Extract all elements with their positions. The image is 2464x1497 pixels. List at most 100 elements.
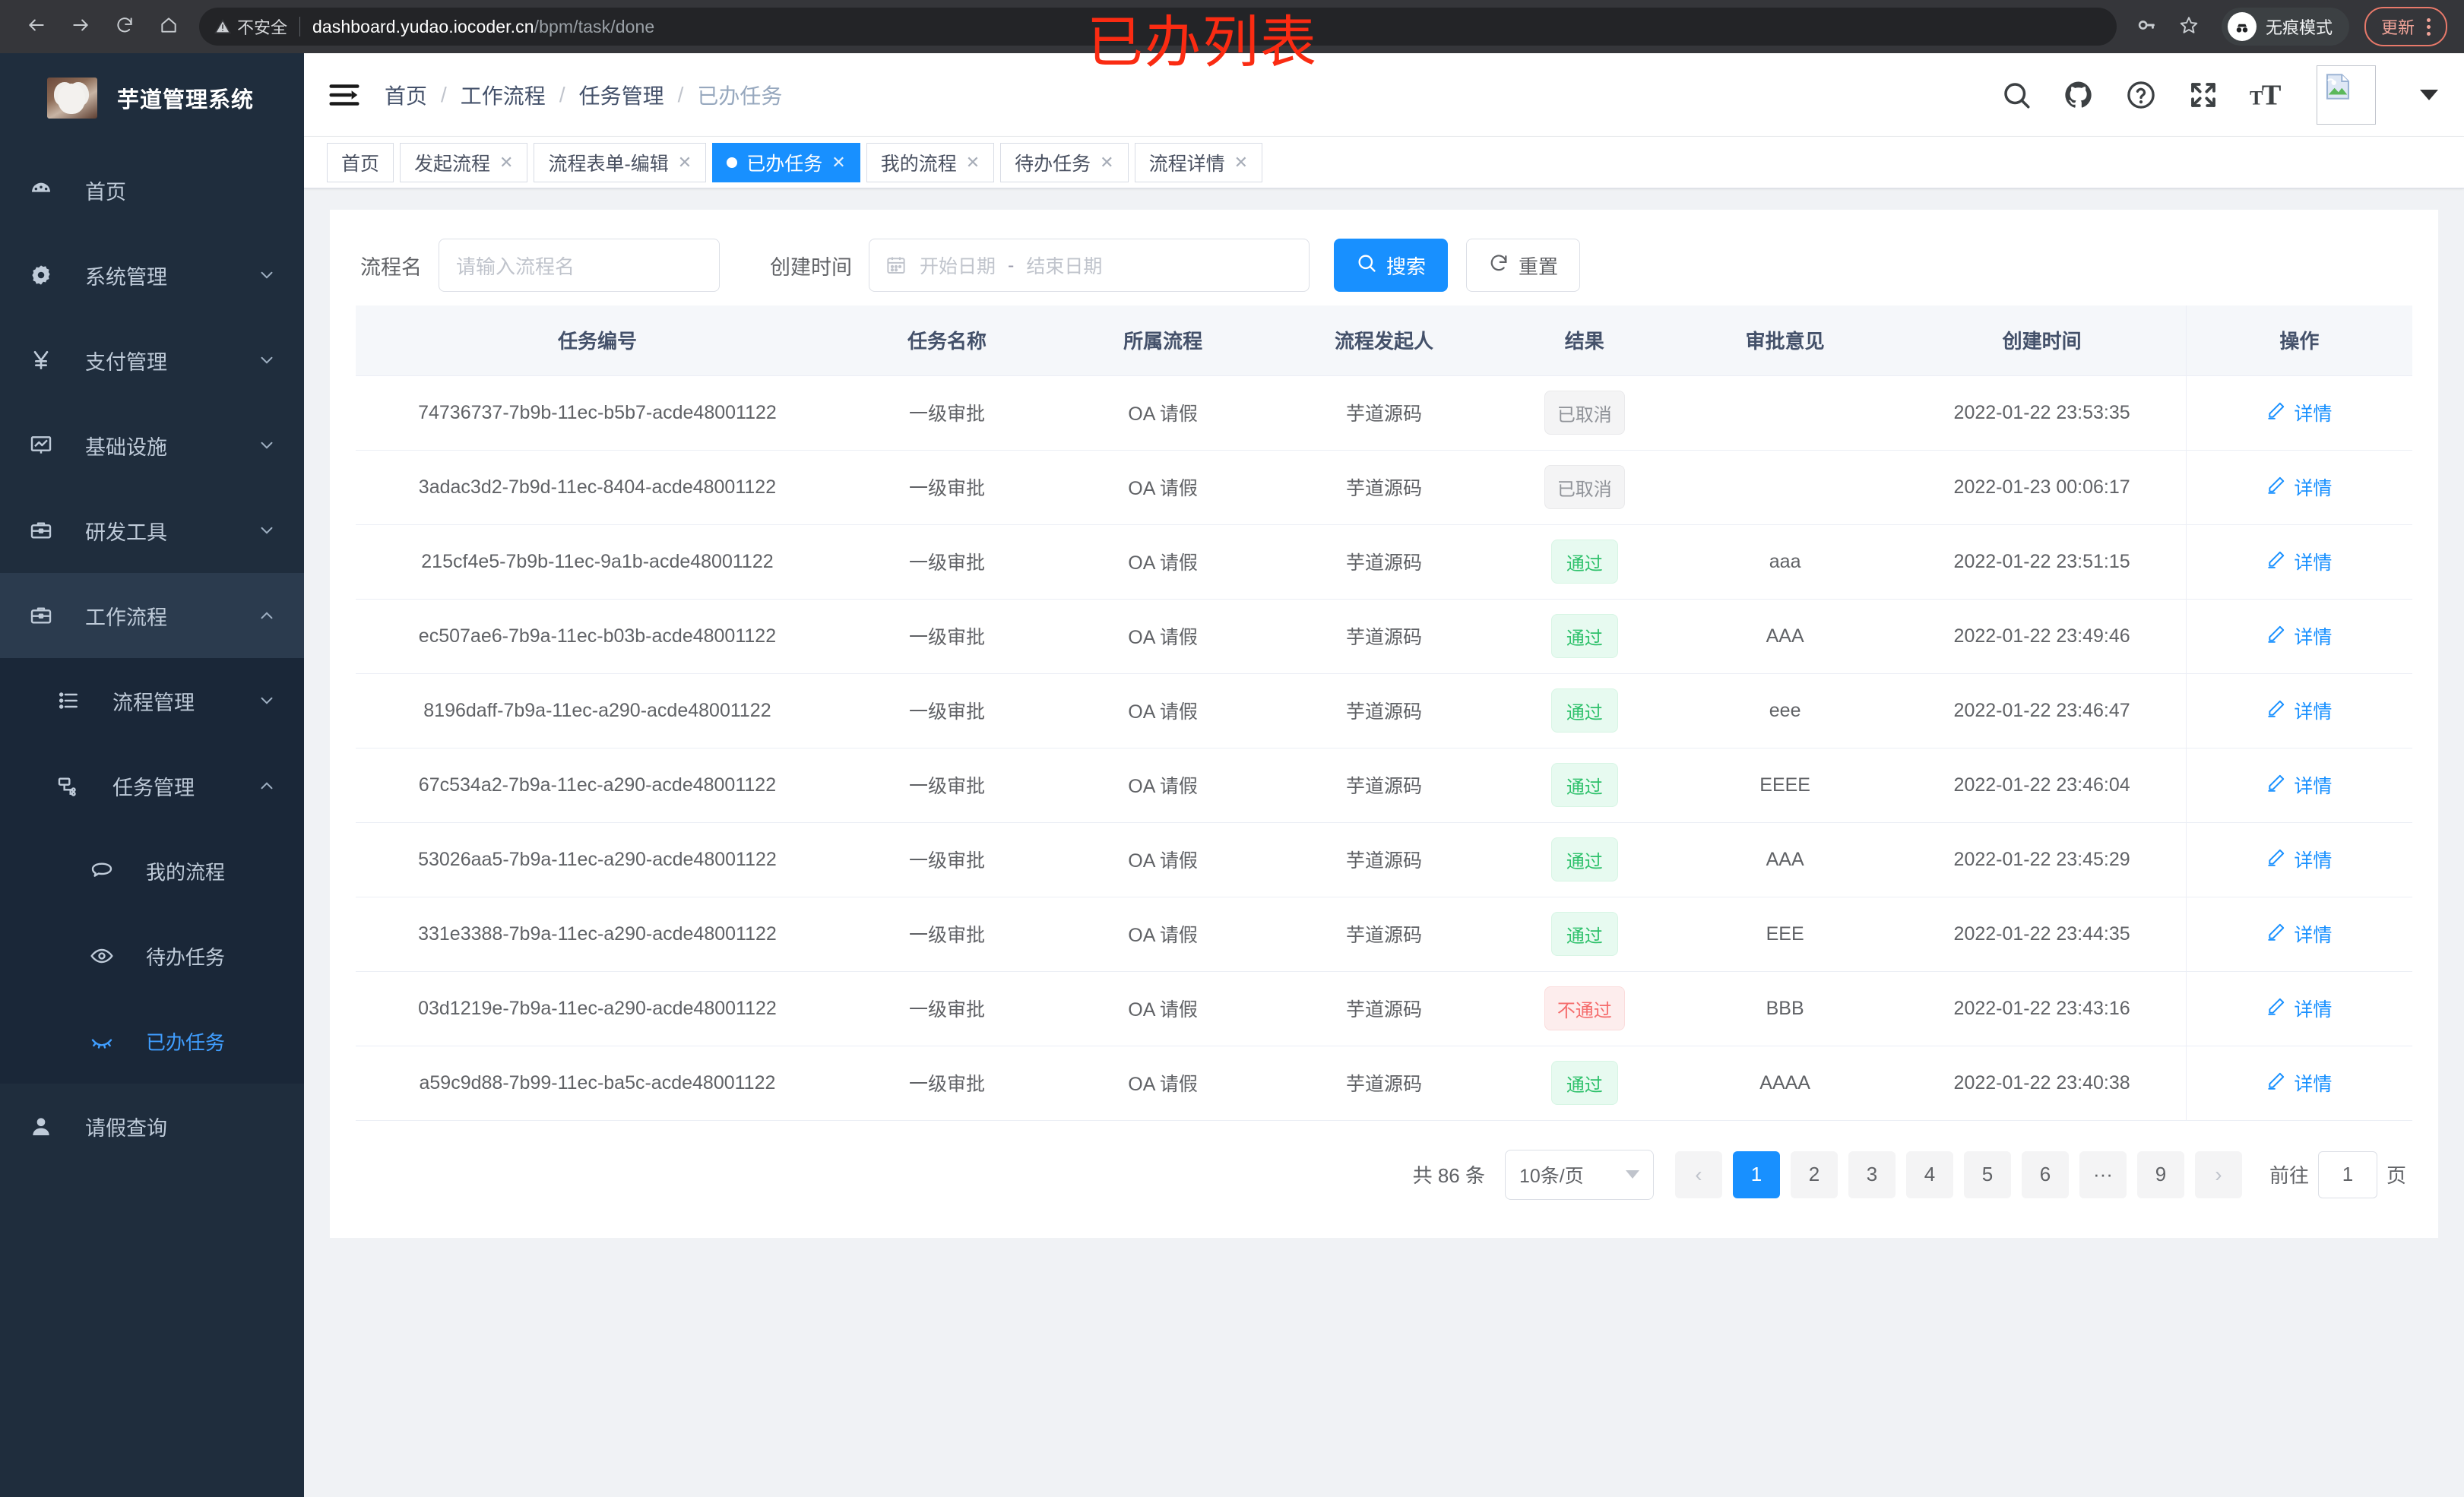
- process-name-input[interactable]: 请输入流程名: [439, 239, 720, 292]
- search-icon[interactable]: [2000, 79, 2032, 111]
- cell-task-name: 一级审批: [838, 450, 1056, 525]
- tab-todo-task[interactable]: 待办任务 ✕: [1000, 142, 1129, 182]
- tab-done-task[interactable]: 已办任务 ✕: [712, 142, 860, 182]
- security-indicator[interactable]: 不安全: [214, 14, 287, 39]
- home-button[interactable]: [149, 7, 188, 46]
- detail-button[interactable]: 详情: [2266, 920, 2332, 948]
- prev-page-button[interactable]: ‹: [1674, 1150, 1722, 1198]
- cell-result: 不通过: [1496, 971, 1672, 1046]
- close-icon[interactable]: ✕: [677, 152, 692, 172]
- detail-button[interactable]: 详情: [2266, 995, 2332, 1022]
- brand[interactable]: 芋道管理系统: [0, 53, 304, 143]
- edit-pencil-icon: [2266, 624, 2286, 649]
- sidebar-item-my-process[interactable]: 我的流程: [0, 828, 304, 913]
- page-button-3[interactable]: 3: [1848, 1150, 1896, 1198]
- detail-label: 详情: [2294, 552, 2333, 574]
- page-button-1[interactable]: 1: [1732, 1150, 1780, 1198]
- address-bar[interactable]: 不安全 dashboard.yudao.iocoder.cn/bpm/task/…: [199, 8, 2117, 46]
- refresh-icon: [1488, 252, 1509, 279]
- sidebar-item-task-manage[interactable]: 任务管理: [0, 743, 304, 828]
- detail-button[interactable]: 详情: [2266, 771, 2332, 799]
- edit-pencil-icon: [2266, 847, 2286, 872]
- user-icon: [29, 1114, 68, 1138]
- sidebar-item-home[interactable]: 首页: [0, 147, 304, 233]
- status-badge: 通过: [1550, 1061, 1618, 1105]
- fullscreen-icon[interactable]: [2187, 79, 2219, 111]
- incognito-indicator[interactable]: 无痕模式: [2221, 8, 2349, 46]
- tab-start-process[interactable]: 发起流程 ✕: [400, 142, 528, 182]
- close-icon[interactable]: ✕: [965, 152, 980, 172]
- kebab-menu-icon[interactable]: [2422, 17, 2435, 36]
- page-button-4[interactable]: 4: [1905, 1150, 1953, 1198]
- page-button-5[interactable]: 5: [1963, 1150, 2011, 1198]
- gear-icon: [29, 263, 68, 287]
- page-ellipsis[interactable]: ···: [2079, 1150, 2127, 1198]
- forward-button[interactable]: [61, 7, 100, 46]
- page-size-select[interactable]: 10条/页: [1504, 1149, 1654, 1200]
- sidebar-item-workflow[interactable]: 工作流程: [0, 573, 304, 658]
- task-node-icon: [56, 774, 96, 798]
- detail-button[interactable]: 详情: [2266, 473, 2332, 501]
- table-head: 任务编号 任务名称 所属流程 流程发起人 结果 审批意见 创建时间 操作: [356, 305, 2412, 376]
- close-icon[interactable]: ✕: [831, 152, 846, 172]
- chevron-down-icon: [1625, 1170, 1639, 1179]
- tab-process-form-edit[interactable]: 流程表单-编辑 ✕: [534, 142, 707, 182]
- page-button-9[interactable]: 9: [2136, 1150, 2184, 1198]
- sidebar-item-todo-task[interactable]: 待办任务: [0, 913, 304, 999]
- cell-operation: 详情: [2185, 375, 2412, 451]
- eye-icon: [90, 944, 129, 968]
- sidebar-item-leave-query[interactable]: 请假查询: [0, 1084, 304, 1169]
- detail-button[interactable]: 详情: [2266, 1069, 2332, 1097]
- close-icon[interactable]: ✕: [499, 152, 514, 172]
- search-button[interactable]: 搜索: [1334, 239, 1449, 292]
- page-button-6[interactable]: 6: [2021, 1150, 2069, 1198]
- page-jump-input[interactable]: 1: [2317, 1150, 2377, 1198]
- pagination-total: 共 86 条: [1412, 1164, 1485, 1187]
- detail-button[interactable]: 详情: [2266, 697, 2332, 724]
- back-button[interactable]: [17, 7, 56, 46]
- create-time-daterange[interactable]: 开始日期 - 结束日期: [869, 239, 1310, 292]
- next-page-button[interactable]: ›: [2194, 1150, 2242, 1198]
- status-badge: 通过: [1550, 837, 1618, 881]
- hamburger-icon[interactable]: [327, 78, 362, 112]
- sidebar-item-devtools[interactable]: 研发工具: [0, 488, 304, 573]
- tab-process-detail[interactable]: 流程详情 ✕: [1134, 142, 1263, 182]
- breadcrumb-item[interactable]: 首页: [385, 84, 428, 108]
- detail-label: 详情: [2294, 404, 2333, 425]
- table-row: a59c9d88-7b99-11ec-ba5c-acde48001122 一级审批…: [356, 1046, 2412, 1121]
- cell-result: 通过: [1496, 897, 1672, 972]
- sidebar-item-infrastructure[interactable]: 基础设施: [0, 403, 304, 488]
- close-icon[interactable]: ✕: [1234, 152, 1249, 172]
- detail-button[interactable]: 详情: [2266, 622, 2332, 650]
- sidebar-item-process-manage[interactable]: 流程管理: [0, 658, 304, 743]
- tab-home[interactable]: 首页: [327, 142, 394, 182]
- bookmark-button[interactable]: [2170, 8, 2208, 46]
- cell-task-name: 一级审批: [838, 748, 1056, 823]
- detail-button[interactable]: 详情: [2266, 548, 2332, 575]
- sidebar-item-done-task[interactable]: 已办任务: [0, 999, 304, 1084]
- cell-opinion: BBB: [1671, 971, 1899, 1046]
- chevron-down-icon: [257, 435, 277, 455]
- breadcrumb-item[interactable]: 工作流程: [460, 84, 546, 108]
- sidebar: 芋道管理系统 首页 系统管理: [0, 53, 304, 1497]
- page-button-2[interactable]: 2: [1790, 1150, 1838, 1198]
- help-circle-icon[interactable]: [2125, 79, 2157, 111]
- tab-my-process[interactable]: 我的流程 ✕: [866, 142, 995, 182]
- detail-button[interactable]: 详情: [2266, 399, 2332, 426]
- breadcrumb-item[interactable]: 任务管理: [578, 84, 664, 108]
- reset-button[interactable]: 重置: [1466, 239, 1581, 292]
- password-key-button[interactable]: [2127, 8, 2165, 46]
- detail-button[interactable]: 详情: [2266, 846, 2332, 873]
- sidebar-item-label: 已办任务: [146, 1030, 226, 1054]
- pagination: 共 86 条 10条/页 ‹ 1 2 3 4 5 6 ··· 9 ›: [356, 1121, 2412, 1220]
- sidebar-item-system[interactable]: 系统管理: [0, 233, 304, 318]
- sidebar-item-payment[interactable]: 支付管理: [0, 318, 304, 403]
- update-button[interactable]: 更新: [2364, 7, 2447, 46]
- chevron-down-icon[interactable]: [2420, 89, 2438, 100]
- github-icon[interactable]: [2063, 79, 2095, 111]
- reload-button[interactable]: [105, 7, 144, 46]
- avatar[interactable]: [2317, 65, 2376, 125]
- close-icon[interactable]: ✕: [1100, 152, 1114, 172]
- url-path: /bpm/task/done: [534, 16, 655, 36]
